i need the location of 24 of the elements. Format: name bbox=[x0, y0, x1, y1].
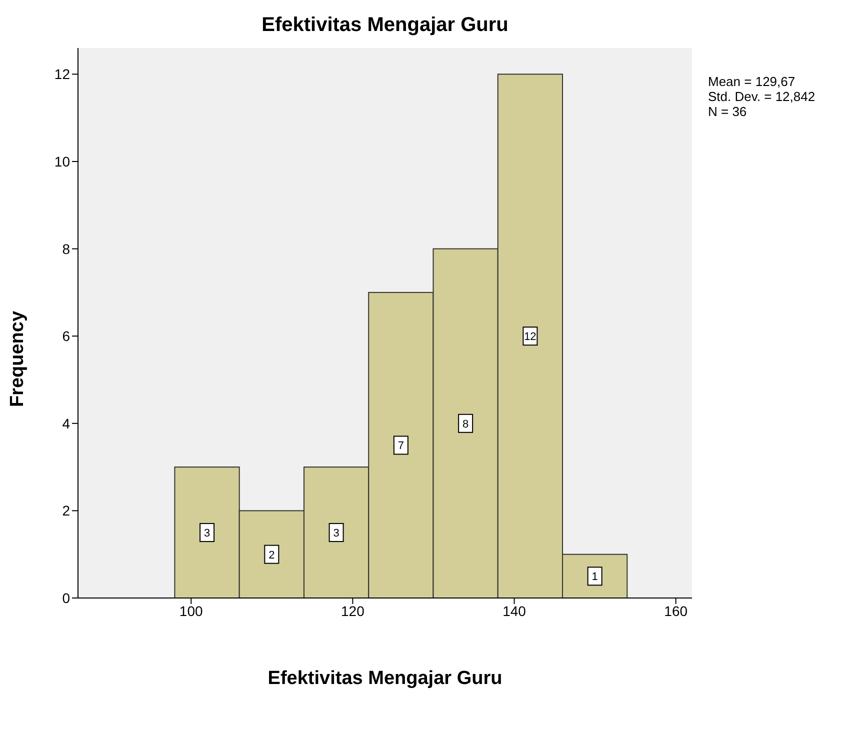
x-tick-label: 140 bbox=[502, 602, 526, 619]
y-tick-label: 10 bbox=[54, 153, 70, 170]
text: Mean = 129,67 bbox=[708, 74, 796, 89]
data-label: 3 bbox=[333, 528, 340, 540]
chart-title: Efektivitas Mengajar Guru bbox=[260, 14, 510, 37]
y-axis-title: Frequency bbox=[7, 310, 29, 410]
text: Std. Dev. = 12,842 bbox=[708, 89, 816, 104]
data-label: 1 bbox=[592, 571, 598, 584]
data-label: 8 bbox=[462, 418, 469, 430]
y-tick-label: 2 bbox=[62, 502, 70, 519]
data-label: 12 bbox=[524, 331, 536, 344]
x-tick-label: 120 bbox=[341, 602, 365, 619]
x-tick-label: 100 bbox=[179, 602, 203, 619]
text: N = 36 bbox=[708, 104, 748, 119]
data-label: 7 bbox=[398, 440, 404, 452]
x-tick-label: 160 bbox=[664, 602, 688, 619]
x-axis-title: Efektivitas Mengajar Guru bbox=[266, 668, 504, 690]
data-label: 3 bbox=[204, 528, 210, 540]
y-tick-label: 0 bbox=[62, 590, 70, 606]
y-tick-label: 4 bbox=[62, 415, 70, 432]
data-label: 2 bbox=[268, 549, 275, 562]
y-tick-label: 8 bbox=[62, 240, 70, 257]
y-tick-label: 6 bbox=[62, 328, 70, 344]
y-tick-label: 12 bbox=[54, 66, 70, 82]
